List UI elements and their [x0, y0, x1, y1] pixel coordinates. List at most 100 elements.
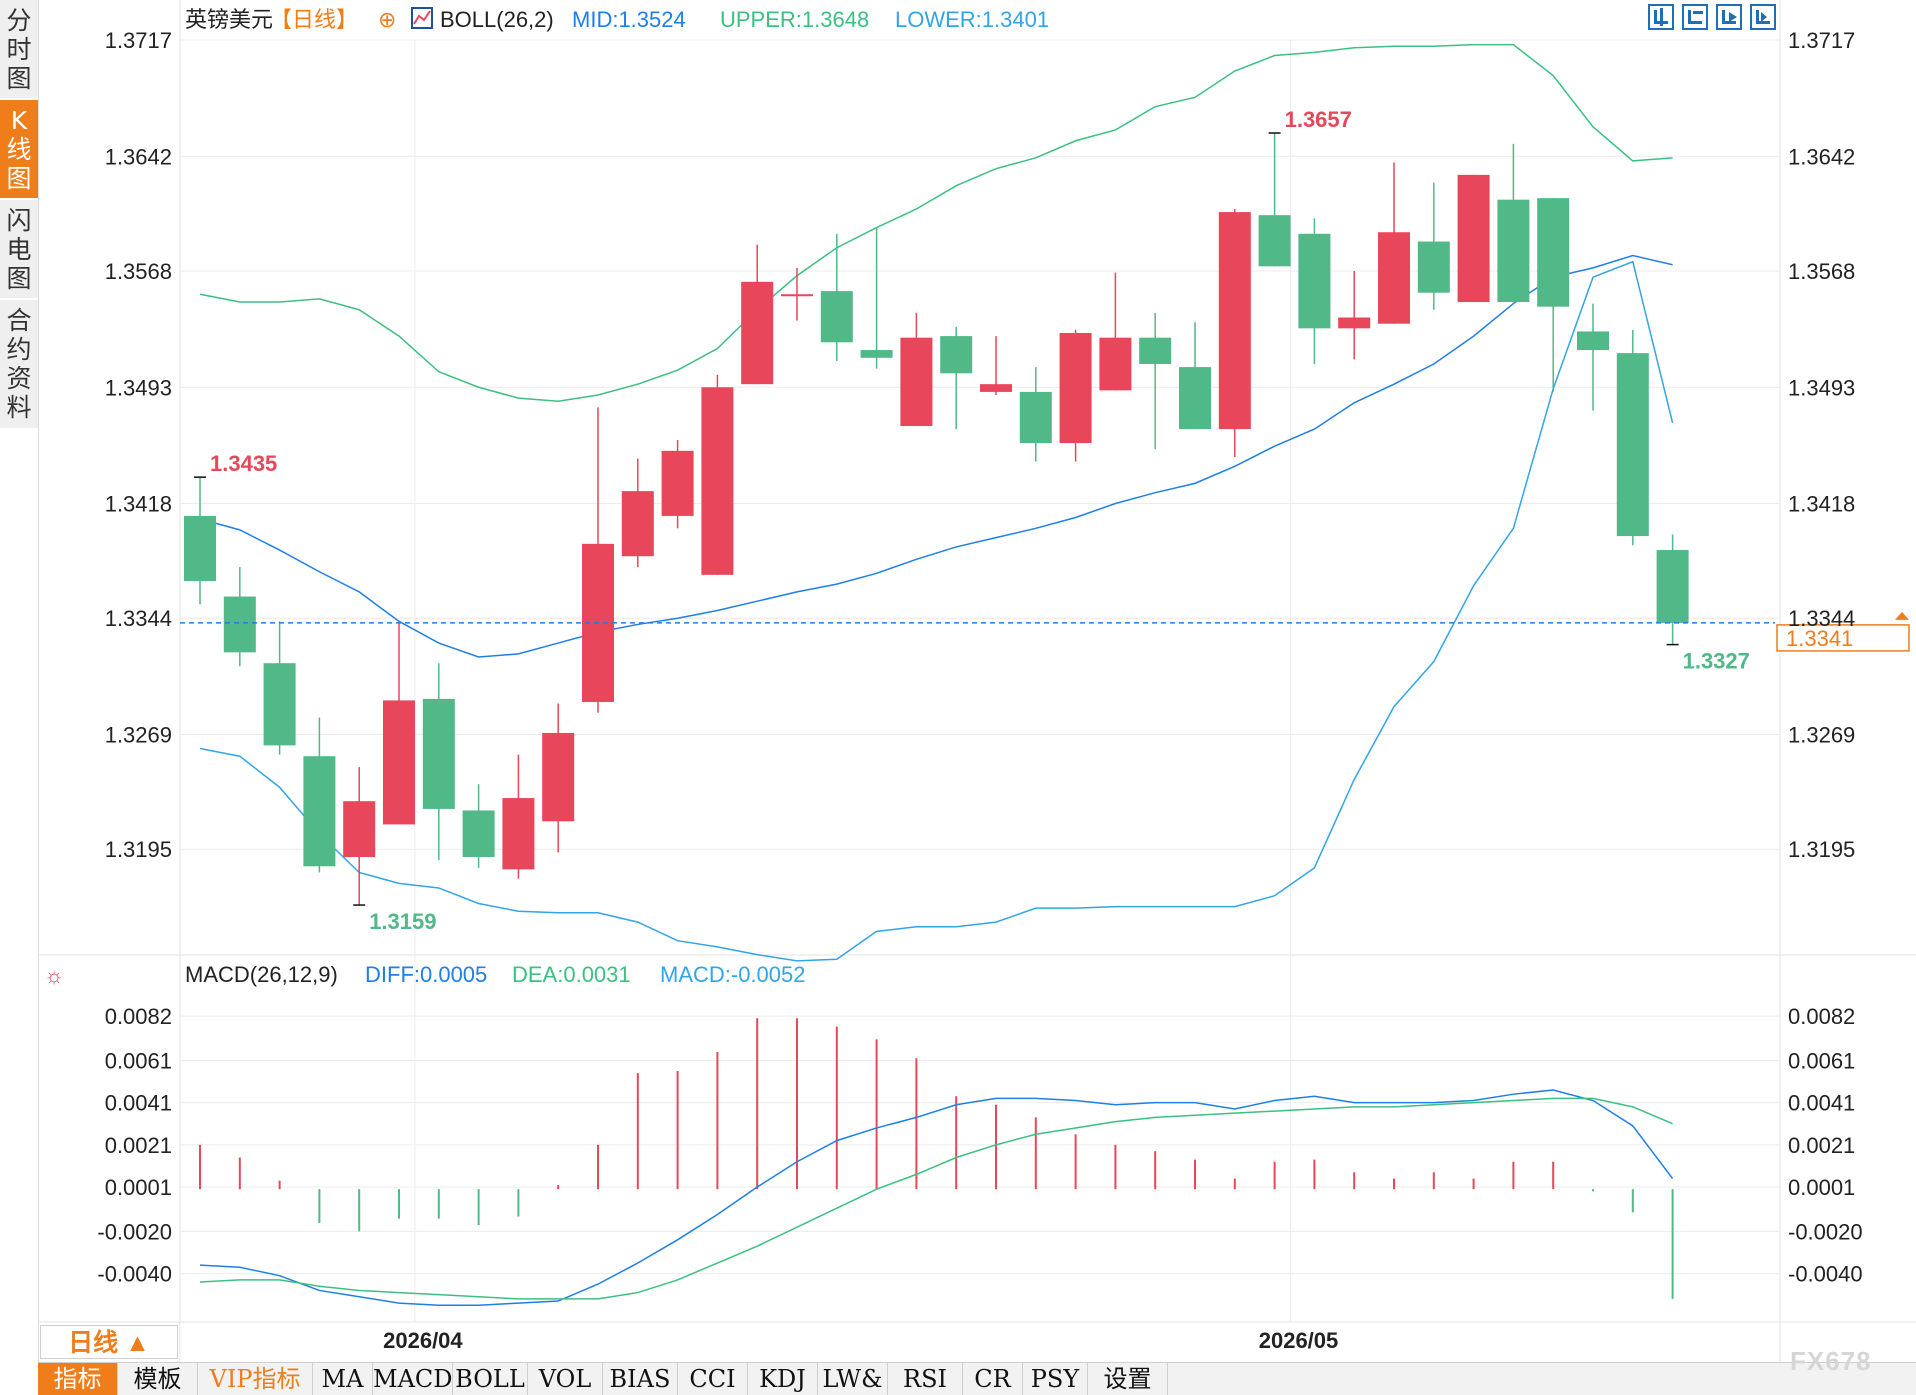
candle-body	[621, 491, 654, 557]
x-tick-label: 2026/04	[383, 1328, 463, 1353]
boll-upper-value: UPPER:1.3648	[720, 7, 869, 32]
macd-y-tick-left: 0.0041	[105, 1091, 172, 1116]
y-tick-label-right: 1.3717	[1788, 28, 1855, 53]
candle-body	[781, 294, 813, 297]
candle-body	[940, 336, 973, 374]
macd-y-tick-right: 0.0021	[1788, 1133, 1855, 1158]
candle-body	[223, 596, 256, 653]
y-tick-label-left: 1.3568	[105, 259, 172, 284]
tab-flash-chart[interactable]: 闪电图	[0, 200, 38, 300]
tab-psy[interactable]: PSY	[1023, 1363, 1088, 1395]
tab-flash-chart-label: 闪电图	[6, 206, 32, 293]
candle-body	[860, 350, 893, 358]
y-tick-label-right: 1.3642	[1788, 144, 1855, 169]
high-annotation: 1.3657	[1285, 107, 1352, 132]
macd-diff-value: DIFF:0.0005	[365, 962, 487, 987]
candle-body	[1059, 332, 1092, 444]
y-tick-label-right: 1.3344	[1788, 606, 1855, 631]
candle-body	[1338, 317, 1371, 329]
tab-tick-chart[interactable]: 分时图	[0, 0, 38, 100]
y-tick-label-left: 1.3344	[105, 606, 172, 631]
boll-lower-value: LOWER:1.3401	[895, 7, 1049, 32]
tab-vol[interactable]: VOL	[528, 1363, 603, 1395]
candle-body	[1656, 550, 1689, 623]
low-annotation: 1.3327	[1683, 649, 1750, 674]
macd-y-tick-right: 0.0001	[1788, 1175, 1855, 1200]
y-tick-label-left: 1.3195	[105, 837, 172, 862]
x-tick-label: 2026/05	[1259, 1328, 1339, 1353]
boll-label: BOLL(26,2)	[440, 7, 554, 32]
tab-vip-indicators[interactable]: VIP指标	[198, 1363, 313, 1395]
macd-y-tick-right: -0.0020	[1788, 1219, 1863, 1244]
y-tick-label-left: 1.3418	[105, 492, 172, 517]
y-tick-label-left: 1.3717	[105, 28, 172, 53]
candle-body	[1258, 215, 1291, 267]
candle-body	[701, 387, 734, 575]
period-title: 【日线】	[270, 7, 358, 32]
tab-boll[interactable]: BOLL	[453, 1363, 528, 1395]
candle-body	[542, 732, 575, 822]
price-up-arrow	[1895, 611, 1909, 620]
candle-body	[184, 515, 216, 582]
tab-cr[interactable]: CR	[963, 1363, 1023, 1395]
macd-diff-line	[199, 1089, 1674, 1306]
add-indicator-icon[interactable]: ⊕	[378, 7, 396, 32]
tab-template[interactable]: 模板	[118, 1363, 198, 1395]
candle-body	[1616, 353, 1649, 537]
tab-lw[interactable]: LW&	[818, 1363, 888, 1395]
tab-tick-chart-label: 分时图	[6, 6, 32, 93]
move-right-icon[interactable]	[1750, 4, 1776, 30]
macd-settings-icon[interactable]: ☼	[44, 963, 64, 988]
macd-y-tick-left: 0.0001	[105, 1175, 172, 1200]
candle-body	[263, 663, 296, 746]
zoom-in-icon[interactable]	[1648, 4, 1674, 30]
macd-y-tick-left: 0.0061	[105, 1048, 172, 1073]
candle-body	[1497, 199, 1530, 302]
tab-rsi[interactable]: RSI	[888, 1363, 963, 1395]
move-left-icon[interactable]	[1716, 4, 1742, 30]
candle-body	[661, 450, 694, 516]
candle-body	[1179, 367, 1211, 430]
candle-body	[1378, 232, 1410, 324]
macd-dea-value: DEA:0.0031	[512, 962, 631, 987]
y-tick-label-left: 1.3642	[105, 144, 172, 169]
tab-contract-info-label: 合约资料	[6, 306, 32, 422]
tab-settings[interactable]: 设置	[1088, 1363, 1168, 1395]
candle-body	[1457, 174, 1490, 302]
tab-ma[interactable]: MA	[313, 1363, 373, 1395]
tab-kdj[interactable]: KDJ	[748, 1363, 818, 1395]
period-selector[interactable]: 日线 ▲	[40, 1325, 178, 1359]
y-tick-label-right: 1.3269	[1788, 723, 1855, 748]
tab-bias[interactable]: BIAS	[603, 1363, 678, 1395]
zoom-out-icon[interactable]	[1682, 4, 1708, 30]
candle-body	[741, 281, 774, 385]
candle-body	[383, 700, 415, 825]
candle-body	[1139, 337, 1172, 365]
macd-y-tick-left: 0.0021	[105, 1133, 172, 1158]
tab-indicators[interactable]: 指标	[38, 1363, 118, 1395]
boll-upper-line	[199, 43, 1673, 402]
y-tick-label-left: 1.3493	[105, 375, 172, 400]
y-tick-label-right: 1.3568	[1788, 259, 1855, 284]
y-tick-label-right: 1.3418	[1788, 492, 1855, 517]
tab-contract-info[interactable]: 合约资料	[0, 300, 38, 430]
boll-lower-line	[199, 260, 1674, 962]
boll-mid-line	[199, 254, 1673, 658]
current-price-label: 1.3341	[1786, 626, 1853, 651]
candle-body	[1537, 198, 1570, 307]
macd-y-tick-right: -0.0040	[1788, 1262, 1863, 1287]
candle-body	[303, 756, 336, 867]
tab-cci[interactable]: CCI	[678, 1363, 748, 1395]
macd-y-tick-left: -0.0040	[97, 1262, 172, 1287]
candle-body	[502, 798, 535, 870]
y-tick-label-left: 1.3269	[105, 723, 172, 748]
y-tick-label-right: 1.3195	[1788, 837, 1855, 862]
tab-macd[interactable]: MACD	[373, 1363, 453, 1395]
indicator-icon[interactable]	[411, 7, 433, 29]
macd-dea-line	[199, 1097, 1673, 1300]
candle-body	[1099, 337, 1132, 391]
